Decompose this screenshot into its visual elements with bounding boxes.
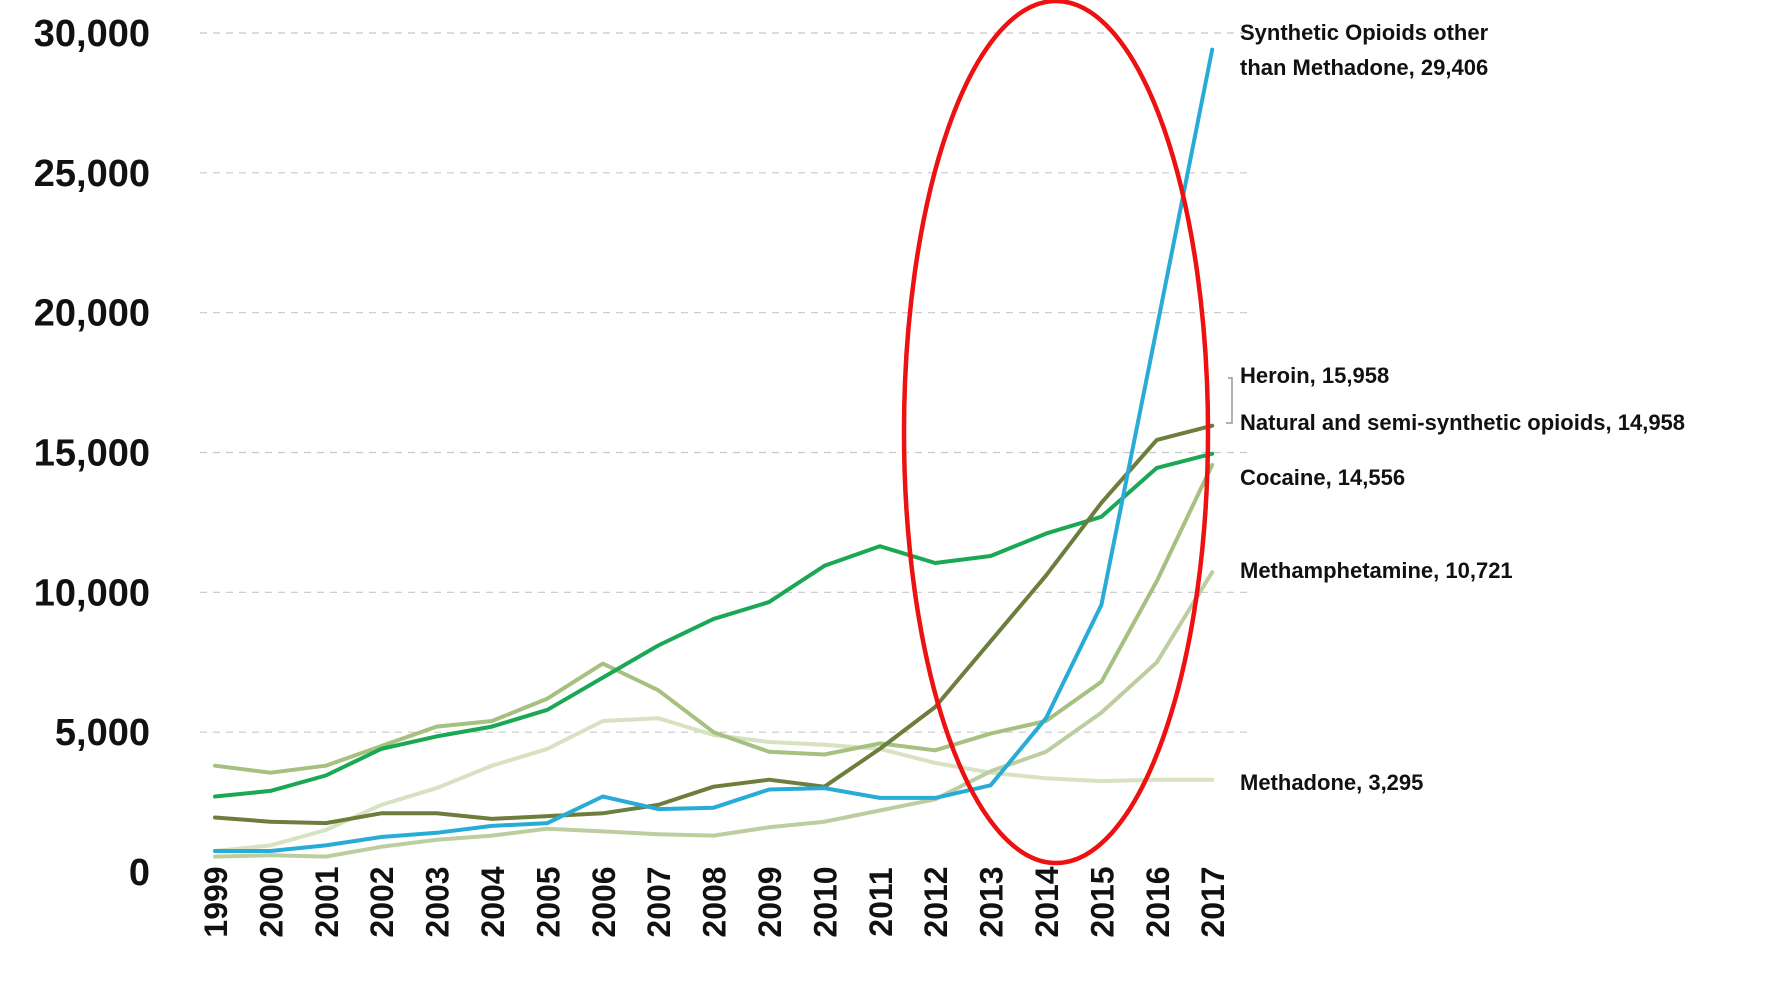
series-line (213, 716, 1215, 853)
x-tick-label: 2014 (1029, 866, 1065, 937)
series-labels: Methadone, 3,295 Methamphetamine, 10,721 C… (1240, 20, 1685, 795)
x-tick-label: 2008 (697, 866, 733, 937)
x-tick-label: 1999 (198, 866, 234, 937)
y-tick-label: 30,000 (34, 13, 150, 55)
series-end-label: Natural and semi-synthetic opioids, 14,9… (1240, 410, 1685, 435)
x-tick-label: 2013 (974, 866, 1010, 937)
x-tick-label: 2000 (253, 866, 289, 937)
y-tick-label: 25,000 (34, 153, 150, 195)
y-tick-label: 15,000 (34, 433, 150, 475)
series-line (213, 570, 1215, 859)
series-end-label: Synthetic Opioids other (1240, 20, 1489, 45)
annotations (901, 0, 1211, 866)
x-tick-label: 2006 (586, 866, 622, 937)
x-tick-label: 2009 (752, 866, 788, 937)
series-end-label: Heroin, 15,958 (1240, 363, 1389, 388)
x-tick-label: 2007 (641, 866, 677, 937)
x-tick-label: 2012 (918, 866, 954, 937)
series-end-label: Methamphetamine, 10,721 (1240, 558, 1513, 583)
x-tick-label: 2015 (1084, 866, 1120, 937)
x-tick-label: 2005 (530, 866, 566, 937)
series-line (213, 47, 1215, 853)
x-axis: 1999 2000 2001 2002 2003 2004 2005 2006 2007 2008… (198, 866, 1231, 937)
y-tick-label: 5,000 (55, 712, 150, 754)
y-tick-label: 0 (129, 852, 150, 894)
x-tick-label: 2001 (309, 866, 345, 937)
x-tick-label: 2010 (807, 866, 843, 937)
leader-lines (1226, 377, 1233, 424)
series-line (213, 451, 1215, 799)
x-tick-label: 2004 (475, 866, 511, 937)
x-tick-label: 2002 (364, 866, 400, 937)
x-tick-label: 2017 (1195, 866, 1231, 937)
highlight-ellipse (901, 0, 1211, 866)
x-tick-label: 2016 (1140, 866, 1176, 937)
y-tick-label: 10,000 (34, 572, 150, 614)
series-end-label: than Methadone, 29,406 (1240, 55, 1488, 80)
x-tick-label: 2011 (863, 867, 899, 936)
series-lines (213, 47, 1215, 859)
series-line (213, 423, 1215, 826)
x-tick-label: 2003 (420, 866, 456, 937)
series-end-label: Cocaine, 14,556 (1240, 465, 1405, 490)
heroin-leader-line (1226, 377, 1233, 424)
y-axis: 0 5,000 10,000 15,000 20,000 25,000 30,000 (34, 13, 150, 894)
y-tick-label: 20,000 (34, 293, 150, 335)
series-end-label: Methadone, 3,295 (1240, 770, 1423, 795)
